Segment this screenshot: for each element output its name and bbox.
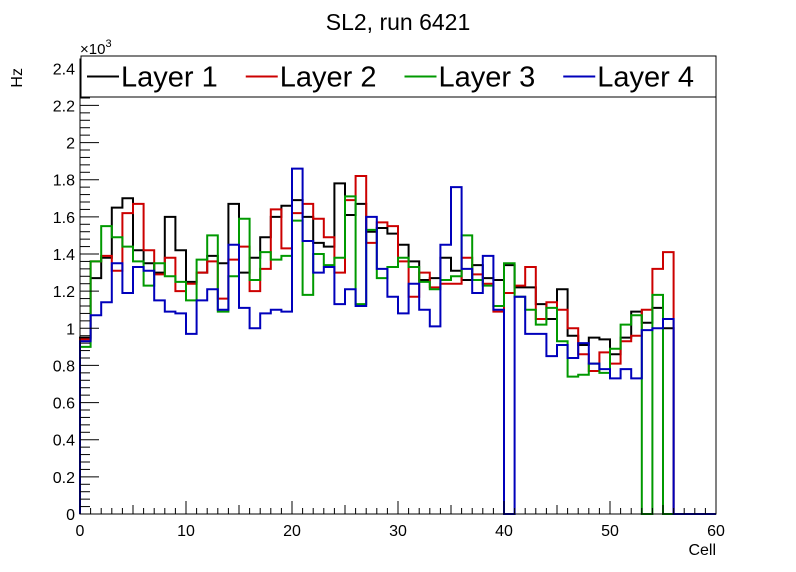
y-axis-multiplier-exponent: 3 bbox=[105, 38, 111, 50]
series-4 bbox=[79, 167, 716, 515]
y-tick-label: 2 bbox=[66, 136, 75, 153]
x-tick-label: 20 bbox=[283, 523, 301, 540]
y-axis-title: Hz bbox=[9, 68, 26, 88]
y-tick-label: 1.8 bbox=[53, 173, 75, 190]
x-tick-label: 10 bbox=[177, 523, 195, 540]
axes-layer: 0 0.2 0.4 0.6 0.8 1 1.2 1.4 1.6 1.8 2 2.2 2.4 0 10 20 30… bbox=[53, 58, 725, 540]
series-line-1 bbox=[79, 182, 716, 515]
series-layer bbox=[79, 167, 716, 515]
x-tick-label: 60 bbox=[707, 523, 725, 540]
y-tick-label: 0 bbox=[66, 507, 75, 524]
y-tick-label: 0.4 bbox=[53, 433, 75, 450]
legend-box bbox=[80, 55, 717, 98]
legend-entry-4: Layer 4 bbox=[563, 62, 694, 94]
legend-label: Layer 3 bbox=[439, 62, 536, 94]
y-tick-label: 1 bbox=[66, 321, 75, 338]
chart-title: SL2, run 6421 bbox=[326, 9, 471, 35]
y-tick-label: 1.4 bbox=[53, 247, 75, 264]
series-line-4 bbox=[79, 167, 716, 515]
series-line-2 bbox=[79, 175, 716, 515]
y-tick-label: 0.8 bbox=[53, 358, 75, 375]
legend-label: Layer 1 bbox=[121, 62, 218, 94]
y-axis-multiplier-base: ×10 bbox=[80, 41, 105, 58]
y-tick-label: 1.6 bbox=[53, 210, 75, 227]
y-axis-multiplier: ×103 bbox=[80, 38, 112, 58]
legend-entry-1: Layer 1 bbox=[87, 62, 218, 94]
legend-label: Layer 2 bbox=[280, 62, 377, 94]
legend: Layer 1 Layer 2 Layer 3 Layer 4 bbox=[80, 55, 717, 98]
x-tick-label: 0 bbox=[76, 523, 85, 540]
y-tick-label: 2.2 bbox=[53, 98, 75, 115]
series-1 bbox=[79, 182, 716, 515]
x-axis-title: Cell bbox=[688, 542, 716, 559]
x-tick-label: 40 bbox=[495, 523, 513, 540]
y-tick-label: 2.4 bbox=[53, 61, 75, 78]
x-tick-label: 50 bbox=[601, 523, 619, 540]
legend-label: Layer 4 bbox=[597, 62, 694, 94]
y-tick-label: 0.6 bbox=[53, 396, 75, 413]
y-tick-label: 1.2 bbox=[53, 284, 75, 301]
series-2 bbox=[79, 175, 716, 515]
x-tick-label: 30 bbox=[389, 523, 407, 540]
legend-entry-2: Layer 2 bbox=[245, 62, 377, 94]
legend-entry-3: Layer 3 bbox=[404, 62, 536, 94]
y-tick-label: 0.2 bbox=[53, 470, 75, 487]
